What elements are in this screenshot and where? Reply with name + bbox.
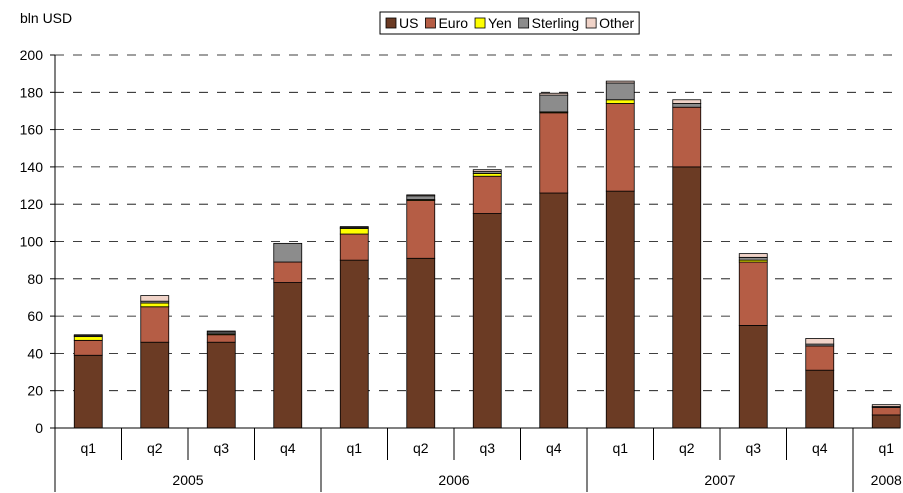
bar-sterling	[672, 103, 702, 108]
x-tick-label: q3	[213, 440, 229, 456]
legend-swatch-yen	[474, 17, 486, 29]
bar-euro	[738, 261, 768, 326]
bar-yen	[73, 336, 103, 341]
bar-euro	[406, 200, 436, 259]
x-tick-label: q1	[878, 440, 894, 456]
bar-sterling	[738, 256, 768, 261]
bar-yen	[472, 173, 502, 177]
bar-other	[871, 404, 901, 407]
bar-yen	[339, 228, 369, 235]
y-tick-label: 80	[27, 271, 43, 287]
bar-euro	[805, 345, 835, 371]
bar-yen	[140, 302, 170, 308]
bar-euro	[539, 112, 569, 194]
x-tick-label: q4	[280, 440, 296, 456]
x-tick-label: q3	[745, 440, 761, 456]
bar-us	[738, 325, 768, 429]
bar-other	[206, 330, 236, 333]
bar-other	[73, 334, 103, 337]
x-tick-label: q2	[679, 440, 695, 456]
bar-other	[672, 99, 702, 104]
legend-label: Yen	[488, 15, 512, 31]
bar-other	[539, 92, 569, 96]
legend-swatch-other	[585, 17, 597, 29]
bar-us	[539, 192, 569, 429]
group-label: 2006	[438, 472, 469, 488]
bar-us	[73, 354, 103, 429]
legend-box	[379, 11, 640, 35]
bar-sterling	[605, 82, 635, 101]
y-tick-label: 180	[20, 84, 44, 100]
y-axis-label: bln USD	[20, 10, 72, 26]
x-axis: q1 q2 q3 q4 q1 q2 q3 q4 q1 q2 q3 q4 q1 2005 2006 2007 20…	[54, 427, 902, 492]
legend: US Euro Yen Sterling Other	[379, 11, 640, 35]
x-tick-label: q3	[479, 440, 495, 456]
bar-us	[273, 282, 303, 429]
x-tick-label: q1	[80, 440, 96, 456]
y-tick-label: 40	[27, 345, 43, 361]
bar-yen	[605, 99, 635, 104]
legend-label: US	[399, 15, 418, 31]
bar-sterling	[539, 94, 569, 113]
bars	[73, 80, 901, 429]
group-label: 2007	[704, 472, 735, 488]
bar-us	[140, 341, 170, 429]
bar-euro	[73, 339, 103, 356]
bar-sterling	[273, 242, 303, 263]
bar-us	[472, 213, 502, 429]
legend-swatch-sterling	[518, 17, 530, 29]
legend-swatch-us	[385, 17, 397, 29]
bar-us	[206, 341, 236, 429]
bar-euro	[672, 106, 702, 168]
y-tick-label: 160	[20, 122, 44, 138]
legend-label: Euro	[438, 15, 468, 31]
bar-other	[339, 226, 369, 228]
group-label: 2008	[871, 472, 902, 488]
x-tick-label: q4	[546, 440, 562, 456]
bar-other	[406, 194, 436, 197]
x-tick-label: q1	[346, 440, 362, 456]
bar-other	[140, 295, 170, 302]
x-tick-label: q1	[612, 440, 628, 456]
x-tick-label: q2	[413, 440, 429, 456]
y-tick-label: 200	[20, 47, 44, 63]
y-axis: 0 20 40 60 80 100 120 140 160 180 200	[20, 47, 56, 436]
group-label: 2005	[172, 472, 203, 488]
bar-us	[406, 257, 436, 429]
bar-us	[871, 414, 901, 429]
bar-us	[672, 166, 702, 429]
bar-other	[472, 169, 502, 172]
bar-us	[805, 369, 835, 429]
bar-sterling	[406, 195, 436, 200]
bar-euro	[206, 334, 236, 343]
bar-us	[339, 259, 369, 429]
legend-label: Sterling	[532, 15, 579, 31]
x-tick-label: q2	[147, 440, 163, 456]
y-tick-label: 20	[27, 383, 43, 399]
bar-euro	[871, 407, 901, 416]
bar-us	[605, 190, 635, 429]
bar-euro	[339, 233, 369, 261]
bar-other	[605, 80, 635, 84]
legend-label: Other	[599, 15, 634, 31]
y-tick-label: 100	[20, 234, 44, 250]
bar-euro	[472, 175, 502, 214]
bar-euro	[605, 103, 635, 192]
y-tick-label: 120	[20, 196, 44, 212]
bar-euro	[140, 306, 170, 343]
y-tick-label: 140	[20, 159, 44, 175]
bar-other	[738, 253, 768, 258]
legend-swatch-euro	[425, 17, 436, 29]
x-tick-label: q4	[812, 440, 828, 456]
y-tick-label: 0	[35, 420, 43, 436]
y-tick-label: 60	[27, 308, 43, 324]
bar-euro	[273, 261, 303, 283]
bar-other	[805, 338, 835, 345]
